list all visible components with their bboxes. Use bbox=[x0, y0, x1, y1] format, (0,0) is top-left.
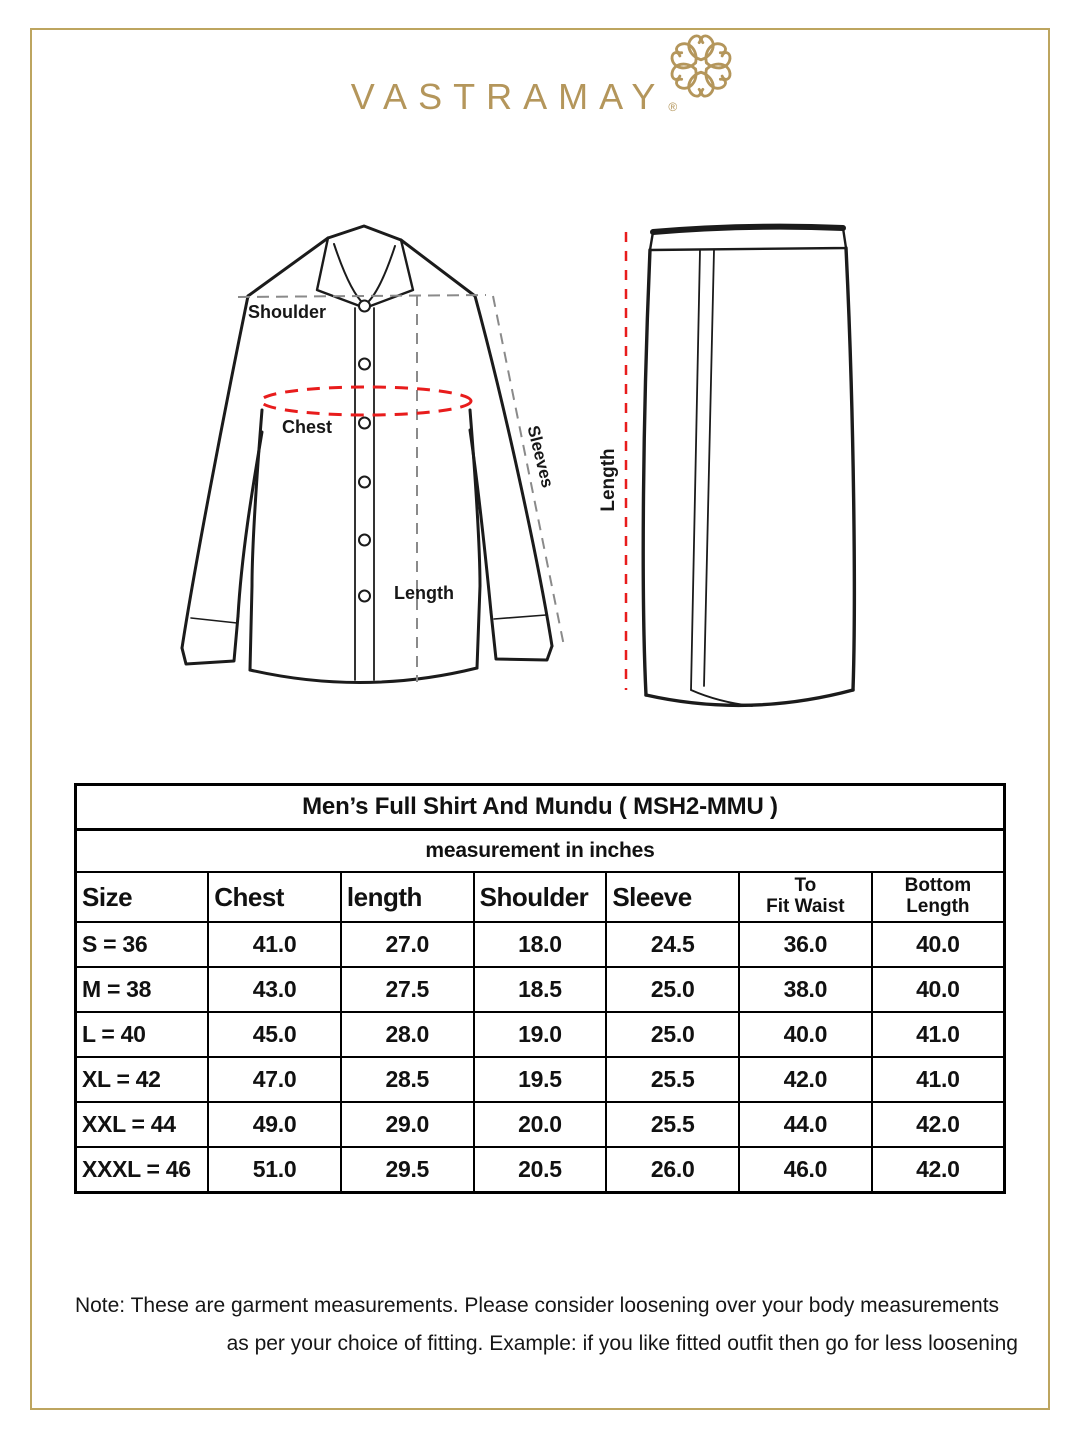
shirt-shoulder-label: Shoulder bbox=[248, 302, 326, 322]
cell-size: XXXL = 46 bbox=[74, 1146, 210, 1194]
cell-to-fit-waist: 46.0 bbox=[738, 1146, 873, 1194]
cell-chest: 43.0 bbox=[207, 966, 342, 1013]
cell-length: 28.0 bbox=[339, 1011, 475, 1058]
cell-shoulder: 18.5 bbox=[472, 966, 608, 1013]
cell-bottom-length: 40.0 bbox=[870, 966, 1006, 1013]
measurement-note: Note: These are garment measurements. Pl… bbox=[56, 1294, 1018, 1356]
brand-name: VASTRAMAY bbox=[350, 76, 667, 117]
cell-bottom-length: 41.0 bbox=[870, 1011, 1006, 1058]
cell-length: 27.0 bbox=[339, 921, 475, 968]
cell-chest: 49.0 bbox=[207, 1101, 342, 1148]
col-header-bottom-length-line1: Bottom bbox=[904, 875, 972, 897]
table-row: L = 40 45.0 28.0 19.0 25.0 40.0 41.0 bbox=[74, 1011, 1006, 1058]
cell-size: XL = 42 bbox=[74, 1056, 210, 1103]
cell-to-fit-waist: 42.0 bbox=[738, 1056, 873, 1103]
table-subtitle-row: measurement in inches bbox=[74, 828, 1006, 873]
cell-sleeve: 24.5 bbox=[605, 921, 741, 968]
cell-sleeve: 25.5 bbox=[605, 1056, 741, 1103]
cell-chest: 41.0 bbox=[207, 921, 342, 968]
shirt-chest-label: Chest bbox=[282, 417, 332, 437]
cell-length: 29.0 bbox=[339, 1101, 475, 1148]
cell-size: L = 40 bbox=[74, 1011, 210, 1058]
shirt-sleeves-label: Sleeves bbox=[523, 424, 557, 490]
note-line-2: as per your choice of fitting. Example: … bbox=[226, 1332, 1018, 1355]
mundu-length-label: Length bbox=[598, 448, 619, 511]
col-header-size: Size bbox=[74, 871, 210, 923]
registered-trademark-symbol: ® bbox=[668, 100, 678, 114]
col-header-length: length bbox=[339, 871, 475, 923]
brand-logo: VASTRAMAY ® bbox=[350, 34, 732, 118]
floral-rosette-icon bbox=[670, 34, 732, 98]
table-row: XXXL = 46 51.0 29.5 20.5 26.0 46.0 42.0 bbox=[74, 1146, 1006, 1194]
col-header-to-fit-waist: To Fit Waist bbox=[738, 871, 873, 923]
cell-bottom-length: 42.0 bbox=[870, 1101, 1006, 1148]
note-line-1: Note: These are garment measurements. Pl… bbox=[74, 1294, 1000, 1317]
cell-size: M = 38 bbox=[74, 966, 210, 1013]
col-header-bottom-length-line2: Length bbox=[906, 896, 970, 917]
shirt-measurement-diagram: Shoulder Chest Length Sleeves bbox=[180, 224, 565, 684]
cell-shoulder: 18.0 bbox=[472, 921, 608, 968]
col-header-shoulder: Shoulder bbox=[472, 871, 608, 923]
cell-to-fit-waist: 38.0 bbox=[738, 966, 873, 1013]
chest-guide-ellipse bbox=[259, 385, 473, 417]
table-row: XXL = 44 49.0 29.0 20.0 25.5 44.0 42.0 bbox=[74, 1101, 1006, 1148]
size-chart-table: Men’s Full Shirt And Mundu ( MSH2-MMU ) … bbox=[74, 783, 1006, 1194]
mundu-measurement-diagram: Length bbox=[598, 223, 857, 708]
shirt-length-label: Length bbox=[394, 583, 454, 603]
col-header-bottom-length: Bottom Length bbox=[870, 871, 1006, 923]
table-title-row: Men’s Full Shirt And Mundu ( MSH2-MMU ) bbox=[74, 783, 1006, 831]
cell-size: XXL = 44 bbox=[74, 1101, 210, 1148]
cell-to-fit-waist: 44.0 bbox=[738, 1101, 873, 1148]
cell-shoulder: 19.5 bbox=[472, 1056, 608, 1103]
table-row: S = 36 41.0 27.0 18.0 24.5 36.0 40.0 bbox=[74, 921, 1006, 968]
cell-chest: 45.0 bbox=[207, 1011, 342, 1058]
cell-chest: 47.0 bbox=[207, 1056, 342, 1103]
cell-sleeve: 25.0 bbox=[605, 1011, 741, 1058]
cell-sleeve: 25.5 bbox=[605, 1101, 741, 1148]
table-row: XL = 42 47.0 28.5 19.5 25.5 42.0 41.0 bbox=[74, 1056, 1006, 1103]
cell-length: 27.5 bbox=[339, 966, 475, 1013]
cell-bottom-length: 42.0 bbox=[870, 1146, 1006, 1194]
col-header-sleeve: Sleeve bbox=[605, 871, 741, 923]
cell-chest: 51.0 bbox=[207, 1146, 342, 1194]
brand-header: VASTRAMAY ® bbox=[0, 34, 1080, 118]
cell-bottom-length: 41.0 bbox=[870, 1056, 1006, 1103]
cell-to-fit-waist: 36.0 bbox=[738, 921, 873, 968]
table-row: M = 38 43.0 27.5 18.5 25.0 38.0 40.0 bbox=[74, 966, 1006, 1013]
cell-shoulder: 19.0 bbox=[472, 1011, 608, 1058]
cell-length: 28.5 bbox=[339, 1056, 475, 1103]
cell-shoulder: 20.0 bbox=[472, 1101, 608, 1148]
col-header-to-fit-waist-line1: To bbox=[794, 875, 817, 897]
cell-shoulder: 20.5 bbox=[472, 1146, 608, 1194]
cell-to-fit-waist: 40.0 bbox=[738, 1011, 873, 1058]
cell-sleeve: 25.0 bbox=[605, 966, 741, 1013]
table-header-row: Size Chest length Shoulder Sleeve To Fit… bbox=[74, 871, 1006, 923]
table-title: Men’s Full Shirt And Mundu ( MSH2-MMU ) bbox=[74, 783, 1006, 831]
cell-sleeve: 26.0 bbox=[605, 1146, 741, 1194]
col-header-chest: Chest bbox=[207, 871, 342, 923]
sleeve-guide-line bbox=[492, 295, 565, 647]
col-header-to-fit-waist-line2: Fit Waist bbox=[766, 896, 845, 917]
cell-length: 29.5 bbox=[339, 1146, 475, 1194]
shoulder-guide-line bbox=[237, 294, 487, 298]
cell-size: S = 36 bbox=[74, 921, 210, 968]
cell-bottom-length: 40.0 bbox=[870, 921, 1006, 968]
table-subtitle: measurement in inches bbox=[74, 828, 1006, 873]
